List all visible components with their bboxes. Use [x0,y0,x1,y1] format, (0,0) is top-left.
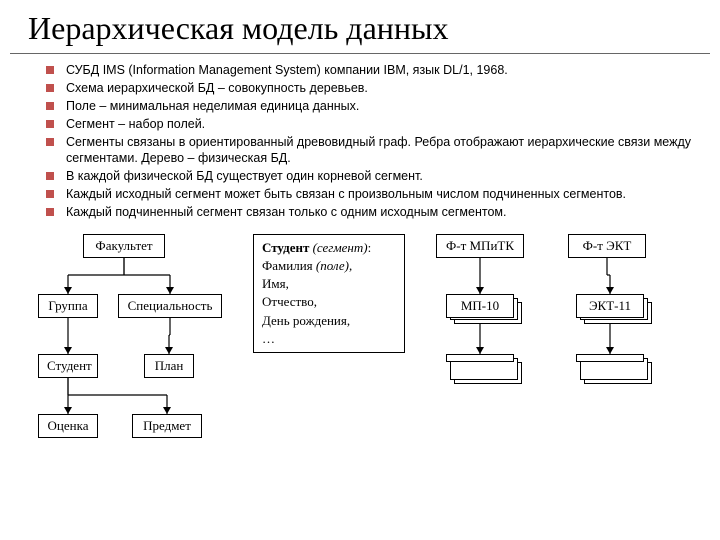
bullet-text: Сегменты связаны в ориентированный древо… [66,134,700,168]
bullet-text: Каждый исходный сегмент может быть связа… [66,186,700,203]
bullet-icon [46,172,54,180]
bullet-item: СУБД IMS (Information Management System)… [46,62,700,79]
bullet-item: Схема иерархической БД – совокупность де… [46,80,700,97]
diagram-node [446,354,514,362]
bullet-icon [46,84,54,92]
bullet-icon [46,120,54,128]
bullet-icon [46,66,54,74]
diagram-node: Студент [38,354,98,378]
bullet-text: Поле – минимальная неделимая единица дан… [66,98,700,115]
bullet-item: Каждый исходный сегмент может быть связа… [46,186,700,203]
bullet-text: Схема иерархической БД – совокупность де… [66,80,700,97]
diagram-node: Группа [38,294,98,318]
bullet-item: Поле – минимальная неделимая единица дан… [46,98,700,115]
bullet-text: СУБД IMS (Information Management System)… [66,62,700,79]
diagram-node: Специальность [118,294,222,318]
diagram-node: Ф-т ЭКТ [568,234,646,258]
bullet-text: В каждой физической БД существует один к… [66,168,700,185]
segment-box: Студент (сегмент):Фамилия (поле),Имя,Отч… [253,234,405,353]
diagram-node: Ф-т МПиТК [436,234,524,258]
diagram-node [576,354,644,362]
bullet-list: СУБД IMS (Information Management System)… [0,54,720,226]
bullet-text: Каждый подчиненный сегмент связан только… [66,204,700,221]
diagram-node: Факультет [83,234,165,258]
bullet-icon [46,190,54,198]
diagram-node: МП-10 [446,294,514,318]
bullet-icon [46,208,54,216]
bullet-text: Сегмент – набор полей. [66,116,700,133]
bullet-icon [46,102,54,110]
bullet-icon [46,138,54,146]
page-title: Иерархическая модель данных [10,0,710,54]
bullet-item: Каждый подчиненный сегмент связан только… [46,204,700,221]
diagram-node: Предмет [132,414,202,438]
diagram-node: Оценка [38,414,98,438]
diagram-node: ЭКТ-11 [576,294,644,318]
diagram: Факультет Группа Специальность Студент План О… [28,234,700,494]
bullet-item: В каждой физической БД существует один к… [46,168,700,185]
bullet-item: Сегмент – набор полей. [46,116,700,133]
diagram-node: План [144,354,194,378]
bullet-item: Сегменты связаны в ориентированный древо… [46,134,700,168]
